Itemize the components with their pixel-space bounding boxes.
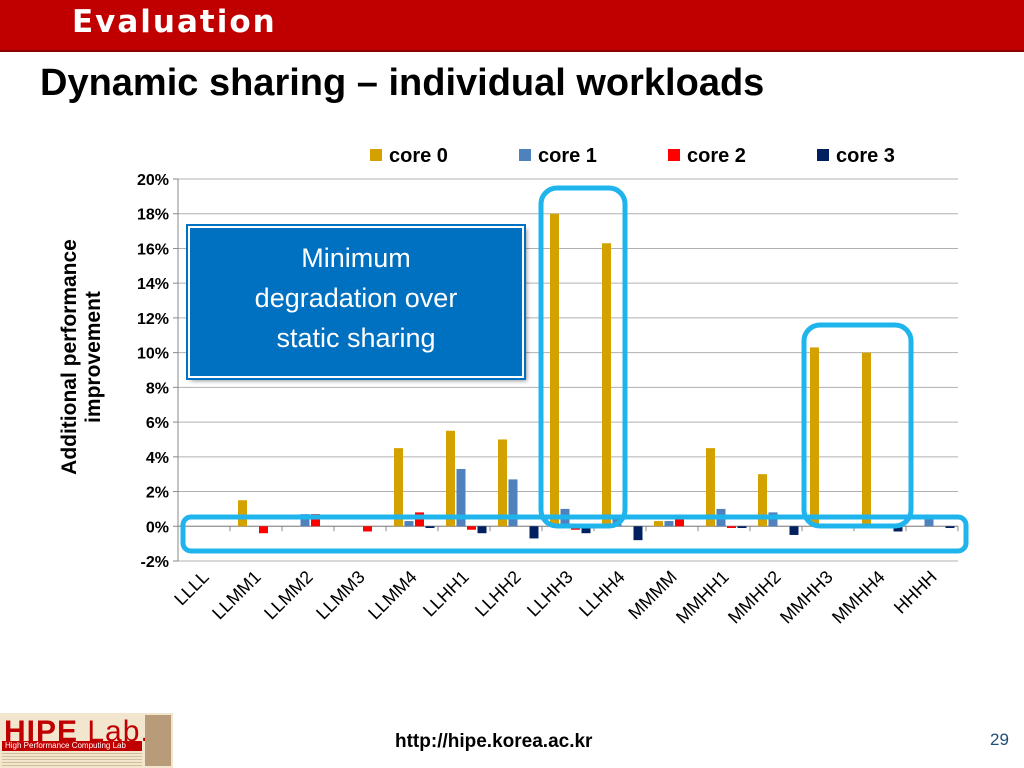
bar-core-2-llmm1 [259, 526, 268, 534]
x-tick-label: LLHH4 [575, 567, 629, 621]
title-banner: Evaluation [0, 0, 1024, 52]
bar-core-1-hhhh [924, 515, 934, 527]
x-tick-label: MMHH4 [828, 567, 889, 628]
y-axis-title-line-1: Additional performance [58, 239, 81, 475]
bar-core-0-llhh4 [602, 243, 611, 527]
x-tick-label: HHHH [890, 567, 941, 618]
footer-url[interactable]: http://hipe.korea.ac.kr [395, 731, 593, 752]
x-tick-label: LLHH3 [523, 567, 577, 621]
bar-core-3-llmm4 [425, 526, 435, 529]
legend-swatch-core-0 [370, 149, 382, 161]
y-tick-label: 12% [137, 311, 169, 328]
bar-core-0-mmhh2 [758, 474, 767, 527]
x-tick-label: MMHH1 [672, 567, 733, 628]
highlight-box-llhh [538, 185, 628, 529]
bar-core-1-llmm4 [404, 521, 414, 527]
x-tick-label: LLMM4 [364, 567, 421, 624]
legend-label: core 3 [836, 145, 895, 167]
bar-chart: Additional performanceimprovement 20% 18%… [58, 145, 969, 628]
logo-photo [145, 715, 171, 766]
bar-core-3-llhh1 [477, 526, 487, 534]
slide-title: Dynamic sharing – individual workloads [40, 62, 765, 104]
bar-core-0-llhh2 [498, 439, 507, 527]
bar-core-3-llhh4 [633, 526, 643, 541]
y-tick-label: 10% [137, 346, 169, 363]
bar-core-0-mmmm [654, 521, 663, 527]
bar-core-3-mmhh2 [789, 526, 799, 535]
y-tick-label: 14% [137, 276, 169, 293]
x-tick-label: LLHH1 [419, 567, 473, 621]
x-tick-label: MMHH2 [724, 567, 785, 628]
highlight-box-mmhh [801, 322, 914, 529]
x-tick-label: LLHH2 [471, 567, 525, 621]
x-tick-label: LLMM3 [312, 567, 369, 624]
bar-core-1-mmmm [664, 521, 674, 527]
bar-core-1-llhh2 [508, 479, 518, 527]
bar-core-0-llmm4 [394, 448, 403, 527]
legend-swatch-core-2 [668, 149, 680, 161]
bar-core-0-llhh1 [446, 430, 455, 527]
bar-core-3-hhhh [945, 526, 955, 529]
x-tick-label: MMHH3 [776, 567, 837, 628]
bar-core-3-mmhh4 [893, 526, 903, 532]
callout-line-2: degradation over [254, 283, 458, 313]
callout-box: Minimum degradation over static sharing [188, 226, 524, 378]
callout-line-3: static sharing [276, 323, 436, 353]
bar-core-3-mmhh1 [737, 526, 747, 529]
bar-core-1-llmm2 [300, 514, 310, 527]
bar-core-2-llmm2 [311, 514, 320, 527]
bar-core-2-mmhh1 [727, 526, 736, 529]
bar-core-3-llhh2 [529, 526, 539, 539]
bar-core-0-mmhh3 [810, 347, 819, 527]
legend-swatch-core-3 [817, 149, 829, 161]
logo-fine-print [2, 753, 142, 767]
banner-title: Evaluation [72, 4, 277, 40]
bar-core-3-llhh3 [581, 526, 591, 534]
y-tick-label: 20% [137, 172, 169, 189]
y-axis-title-line-2: improvement [82, 291, 105, 423]
y-tick-label: 18% [137, 207, 169, 224]
highlight-box-baseline [180, 514, 969, 554]
bar-core-2-mmmm [675, 519, 684, 527]
hipe-lab-logo: HIPE Lab. High Performance Computing Lab [0, 713, 173, 768]
legend-swatch-core-1 [519, 149, 531, 161]
y-tick-label: 16% [137, 241, 169, 258]
callout-line-1: Minimum [301, 243, 411, 273]
y-tick-label: -2% [141, 554, 169, 571]
bar-core-2-llmm3 [363, 526, 372, 532]
legend-label: core 1 [538, 145, 597, 167]
y-tick-label: 8% [146, 380, 169, 397]
y-tick-label: 4% [146, 450, 169, 467]
bar-core-0-llhh3 [550, 213, 559, 527]
bar-core-0-mmhh1 [706, 448, 715, 527]
x-tick-label: LLMM1 [208, 567, 265, 624]
y-tick-label: 2% [146, 485, 169, 502]
page-number: 29 [990, 730, 1009, 749]
bar-core-0-mmhh4 [862, 352, 871, 527]
y-axis-title: Additional performanceimprovement [58, 239, 105, 475]
bar-core-0-llmm1 [238, 500, 247, 527]
logo-subtitle: High Performance Computing Lab [2, 741, 142, 751]
bar-core-2-llhh1 [467, 526, 476, 530]
legend-label: core 2 [687, 145, 746, 167]
bar-core-1-llhh1 [456, 468, 466, 527]
y-tick-label: 0% [146, 519, 169, 536]
x-tick-label: LLMM2 [260, 567, 317, 624]
y-tick-label: 6% [146, 415, 169, 432]
legend-label: core 0 [389, 145, 448, 167]
x-tick-label: LLLL [170, 567, 212, 609]
